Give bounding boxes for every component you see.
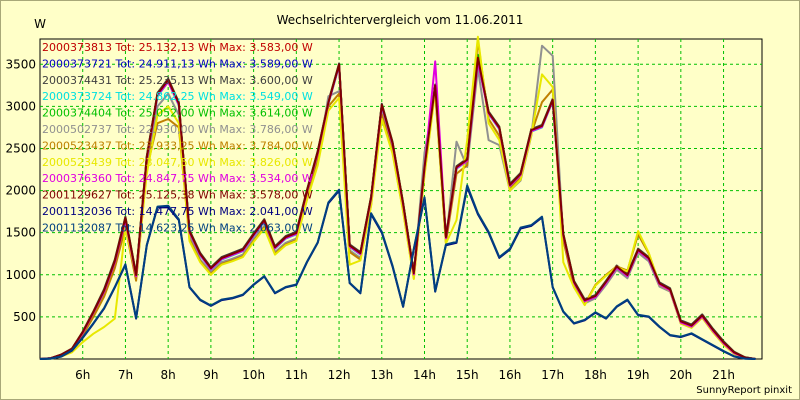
series-lines — [39, 35, 756, 360]
y-tick-label: 2500 — [5, 141, 36, 155]
legend: 2000373813 Tot: 25.132,13 Wh Max: 3.583,… — [42, 41, 313, 234]
legend-entry-10: 2001129627 Tot: 25.125,38 Wh Max: 3.578,… — [42, 189, 313, 202]
x-tick-label: 13h — [370, 368, 393, 382]
x-tick-label: 17h — [541, 368, 564, 382]
y-tick-label: 500 — [13, 310, 36, 324]
x-tick-label: 18h — [584, 368, 607, 382]
y-axis-label: W — [34, 17, 46, 31]
x-tick-label: 21h — [712, 368, 735, 382]
legend-entry-5: 2000374404 Tot: 25.052,00 Wh Max: 3.614,… — [42, 107, 313, 120]
x-tick-label: 10h — [242, 368, 265, 382]
y-tick-label: 1000 — [5, 268, 36, 282]
legend-entry-3: 2000374431 Tot: 25.235,13 Wh Max: 3.600,… — [42, 74, 313, 87]
x-tick-label: 11h — [285, 368, 308, 382]
x-tick-label: 19h — [627, 368, 650, 382]
y-tick-label: 2000 — [5, 184, 36, 198]
legend-entry-1: 2000373813 Tot: 25.132,13 Wh Max: 3.583,… — [42, 41, 313, 54]
series-line-12 — [39, 184, 756, 360]
x-tick-label: 15h — [456, 368, 479, 382]
x-tick-label: 6h — [75, 368, 90, 382]
tick-labels: 500 1000 1500 2000 2500 3000 3500 6h 7h 8h 9h 10h 11… — [5, 57, 735, 382]
y-tick-label: 3500 — [5, 57, 36, 71]
legend-entry-6: 2000502737 Tot: 22.930,00 Wh Max: 3.786,… — [42, 123, 313, 136]
legend-entry-9: 2000376360 Tot: 24.847,75 Wh Max: 3.534,… — [42, 172, 313, 185]
legend-entry-11: 2001132036 Tot: 14.477,75 Wh Max: 2.041,… — [42, 205, 313, 218]
x-tick-label: 14h — [413, 368, 436, 382]
x-tick-label: 9h — [203, 368, 218, 382]
legend-entry-8: 2000523439 Tot: 23.047,50 Wh Max: 3.826,… — [42, 156, 313, 169]
series-line-8 — [39, 35, 756, 360]
footer-label: SunnyReport pinxit — [696, 385, 792, 396]
x-tick-label: 12h — [328, 368, 351, 382]
legend-entry-2: 2000373721 Tot: 24.911,13 Wh Max: 3.589,… — [42, 57, 313, 70]
x-tick-label: 7h — [118, 368, 133, 382]
chart-title: Wechselrichtervergleich vom 11.06.2011 — [277, 13, 524, 27]
legend-entry-12: 2001132087 Tot: 14.623,25 Wh Max: 2.063,… — [42, 221, 313, 234]
y-tick-label: 3000 — [5, 99, 36, 113]
x-tick-label: 16h — [499, 368, 522, 382]
legend-entry-4: 2000373724 Tot: 24.862,25 Wh Max: 3.549,… — [42, 90, 313, 103]
legend-entry-7: 2000523437 Tot: 23.933,25 Wh Max: 3.784,… — [42, 139, 313, 152]
series-line-10 — [39, 56, 756, 360]
x-tick-label: 20h — [669, 368, 692, 382]
x-tick-label: 8h — [161, 368, 176, 382]
y-tick-label: 1500 — [5, 226, 36, 240]
